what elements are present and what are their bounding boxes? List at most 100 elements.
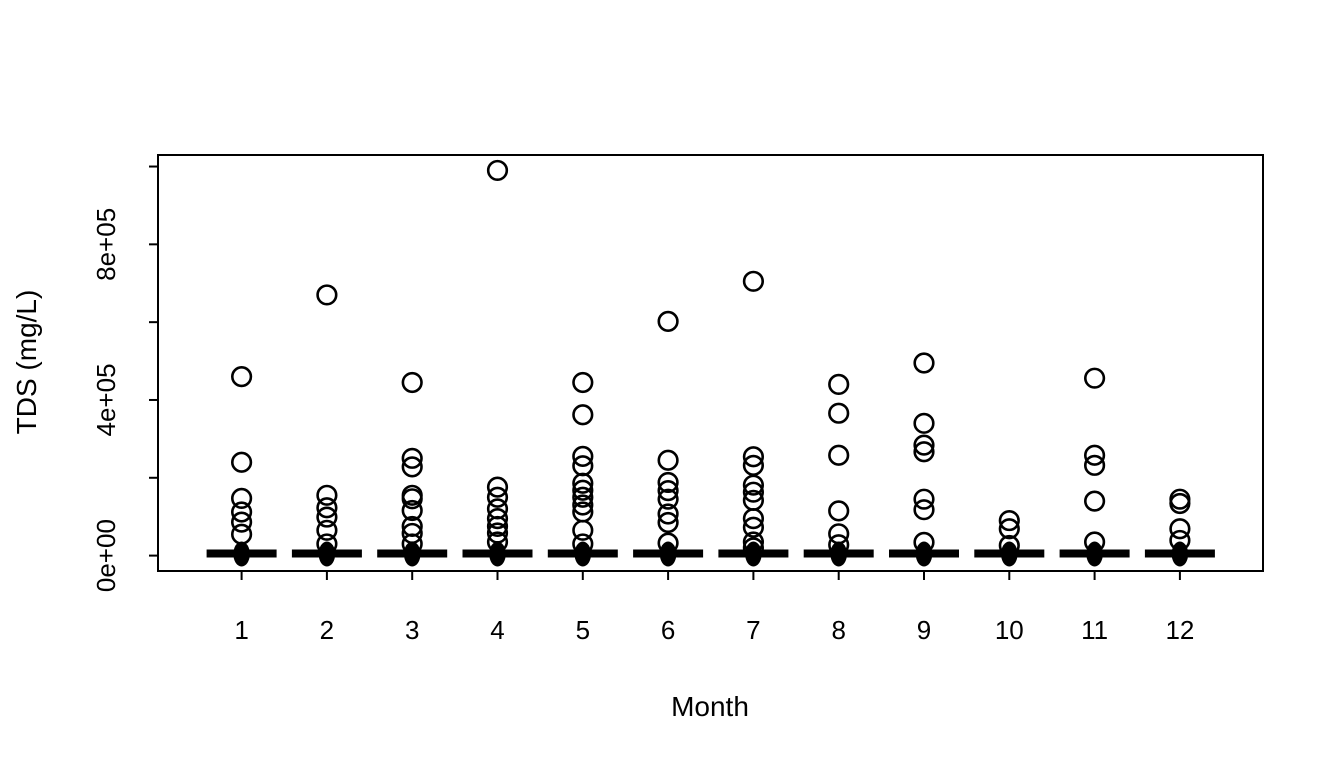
- outlier-point: [657, 511, 679, 534]
- near-zero-cluster-blob: [489, 541, 506, 567]
- x-tick-label: 4: [490, 615, 504, 645]
- outlier-point: [998, 509, 1020, 532]
- outlier-point: [913, 352, 935, 374]
- outlier-point: [486, 159, 509, 182]
- outlier-point: [486, 522, 509, 544]
- outlier-point: [742, 537, 765, 559]
- outlier-point: [742, 508, 765, 530]
- x-tick-label: 5: [576, 615, 590, 645]
- near-zero-cluster-blob: [659, 541, 677, 567]
- near-zero-cluster-blob: [915, 541, 933, 567]
- outlier-point: [572, 494, 594, 516]
- outlier-point: [231, 366, 253, 388]
- outlier-point: [401, 522, 423, 545]
- outlier-point: [572, 486, 594, 508]
- outlier-point: [1083, 454, 1106, 476]
- outlier-point: [1169, 492, 1191, 515]
- outlier-point: [401, 371, 423, 394]
- outlier-point: [998, 518, 1020, 540]
- outlier-point: [401, 456, 423, 478]
- outlier-point: [828, 373, 850, 396]
- outlier-point: [913, 531, 935, 553]
- outlier-point: [657, 471, 679, 494]
- x-tick-label: 2: [320, 615, 334, 645]
- outlier-point: [1083, 531, 1106, 553]
- near-zero-cluster-blob: [745, 541, 762, 567]
- outlier-point: [231, 523, 253, 545]
- outlier-point: [572, 533, 594, 555]
- y-tick-label: 0e+00: [91, 519, 121, 592]
- outlier-point: [572, 472, 594, 494]
- outlier-point: [1169, 488, 1191, 510]
- outlier-point: [1169, 529, 1191, 552]
- x-tick-label: 11: [1081, 615, 1108, 645]
- outlier-point: [572, 404, 594, 426]
- outlier-point: [231, 501, 253, 523]
- x-tick-label: 12: [1165, 615, 1194, 645]
- outlier-point: [486, 531, 509, 553]
- outlier-point: [913, 488, 935, 510]
- outlier-point: [913, 412, 935, 434]
- outlier-point: [572, 445, 594, 467]
- outlier-point: [486, 515, 509, 538]
- near-zero-cluster-blob: [1171, 541, 1189, 567]
- y-axis-title: TDS (mg/L): [11, 289, 42, 435]
- x-tick-label: 10: [995, 615, 1024, 645]
- outlier-point: [1083, 367, 1106, 389]
- outlier-point: [401, 499, 423, 522]
- x-tick-label: 9: [917, 615, 931, 645]
- outlier-point: [913, 499, 935, 521]
- outlier-point: [657, 488, 679, 510]
- outlier-point: [828, 523, 850, 545]
- outlier-point: [486, 486, 509, 508]
- x-tick-label: 3: [405, 615, 419, 645]
- y-tick-label: 4e+05: [91, 363, 121, 436]
- outlier-point: [742, 474, 765, 496]
- near-zero-cluster-blob: [1086, 541, 1103, 567]
- outlier-point: [913, 441, 935, 463]
- outlier-point: [742, 481, 765, 503]
- outlier-point: [316, 284, 338, 306]
- x-tick-label: 1: [234, 615, 248, 645]
- outlier-point: [828, 402, 850, 424]
- outlier-point: [1169, 518, 1191, 540]
- outlier-point: [828, 500, 850, 522]
- outlier-point: [231, 487, 253, 510]
- outlier-point: [913, 434, 935, 456]
- outlier-point: [828, 534, 850, 556]
- outlier-point: [657, 532, 679, 554]
- outlier-point: [657, 449, 679, 471]
- x-tick-label: 7: [746, 615, 760, 645]
- near-zero-cluster-blob: [233, 541, 250, 567]
- outlier-point: [316, 497, 338, 519]
- outlier-point: [572, 371, 594, 394]
- outlier-point: [1083, 490, 1106, 512]
- outlier-point: [316, 533, 338, 555]
- outlier-point: [316, 506, 338, 528]
- outlier-point: [657, 503, 679, 525]
- outlier-point: [486, 476, 509, 498]
- outlier-point: [316, 519, 338, 541]
- outlier-point: [742, 446, 765, 468]
- outlier-point: [401, 533, 423, 555]
- y-tick-label: 8e+05: [91, 208, 121, 281]
- outlier-point: [401, 488, 423, 510]
- outlier-point: [572, 519, 594, 541]
- outlier-point: [998, 534, 1020, 557]
- outlier-point: [742, 516, 765, 538]
- outlier-point: [742, 270, 765, 292]
- outlier-point: [572, 479, 594, 501]
- outlier-point: [742, 531, 765, 553]
- x-axis-title: Month: [671, 691, 749, 722]
- outlier-point: [231, 511, 253, 533]
- outlier-point: [401, 447, 423, 469]
- plot-border: [157, 154, 1264, 572]
- outlier-point: [316, 484, 338, 506]
- outlier-point: [657, 480, 679, 502]
- outlier-point: [231, 451, 253, 473]
- x-tick-label: 6: [661, 615, 675, 645]
- outlier-point: [1083, 444, 1106, 466]
- outlier-point: [828, 444, 850, 466]
